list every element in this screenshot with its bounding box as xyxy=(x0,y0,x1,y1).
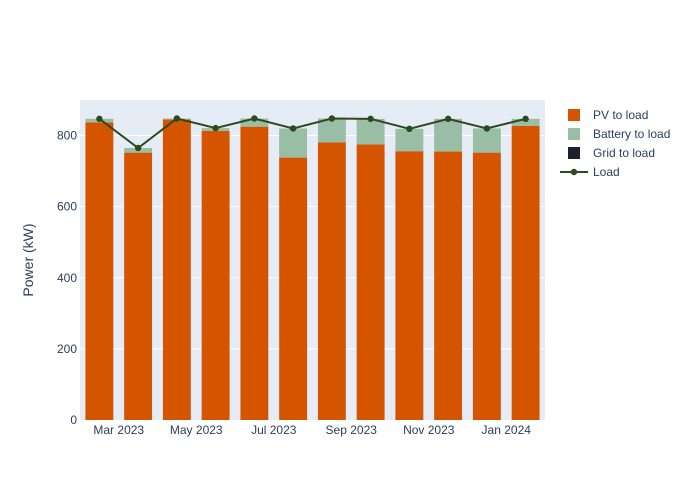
y-tick-label: 800 xyxy=(57,129,77,143)
legend-label: Load xyxy=(593,165,620,179)
plot-background xyxy=(80,100,545,420)
x-tick-label: Nov 2023 xyxy=(403,423,455,437)
bar-pv-to-load[interactable] xyxy=(511,125,540,420)
load-point[interactable] xyxy=(289,125,297,132)
bar-battery-to-load[interactable] xyxy=(472,128,501,153)
load-point[interactable] xyxy=(96,115,103,123)
grid-lines xyxy=(80,135,545,350)
legend-item-pv-to-load[interactable]: PV to load xyxy=(568,108,648,122)
bar-battery-to-load[interactable] xyxy=(395,128,424,152)
legend[interactable]: PV to load Battery to load Grid to load Loa… xyxy=(560,108,670,179)
y-axis-ticks: 0 200 400 600 800 xyxy=(57,129,77,427)
bar-pv-to-load[interactable] xyxy=(85,122,114,421)
bar-battery-to-load[interactable] xyxy=(511,118,540,126)
bar-pv-to-load[interactable] xyxy=(201,130,230,420)
bars xyxy=(85,118,540,421)
x-axis-ticks: Mar 2023 May 2023 Jul 2023 Sep 2023 Nov 2023… xyxy=(93,423,531,437)
bar-pv-to-load[interactable] xyxy=(395,151,424,420)
load-point[interactable] xyxy=(522,115,529,123)
bar-pv-to-load[interactable] xyxy=(279,157,308,420)
y-tick-label: 400 xyxy=(57,271,77,285)
y-tick-label: 600 xyxy=(57,200,77,214)
x-tick-label: Sep 2023 xyxy=(326,423,378,437)
bar-battery-to-load[interactable] xyxy=(356,118,385,145)
load-point[interactable] xyxy=(134,144,142,152)
load-line xyxy=(96,115,529,152)
x-tick-label: Mar 2023 xyxy=(93,423,144,437)
load-point[interactable] xyxy=(251,115,258,122)
legend-label: Grid to load xyxy=(593,146,655,160)
load-line-path xyxy=(98,117,526,150)
load-point[interactable] xyxy=(367,115,374,123)
bar-battery-to-load[interactable] xyxy=(279,128,308,158)
load-point[interactable] xyxy=(406,125,413,132)
load-point[interactable] xyxy=(212,124,219,132)
legend-label: PV to load xyxy=(593,108,648,122)
legend-swatch xyxy=(568,109,580,121)
legend-item-grid-to-load[interactable]: Grid to load xyxy=(568,146,655,160)
load-point[interactable] xyxy=(444,115,452,123)
y-tick-label: 0 xyxy=(70,413,77,427)
y-axis-label: Power (kW) xyxy=(20,223,36,296)
bar-pv-to-load[interactable] xyxy=(240,126,269,421)
x-tick-label: May 2023 xyxy=(170,423,223,437)
bar-battery-to-load[interactable] xyxy=(317,118,346,143)
bar-pv-to-load[interactable] xyxy=(434,151,463,421)
legend-marker xyxy=(570,168,578,176)
bar-pv-to-load[interactable] xyxy=(317,142,346,421)
bar-pv-to-load[interactable] xyxy=(472,152,501,420)
bar-battery-to-load[interactable] xyxy=(434,118,463,152)
legend-item-load[interactable]: Load xyxy=(560,165,620,179)
bar-pv-to-load[interactable] xyxy=(356,144,385,420)
load-point[interactable] xyxy=(483,125,491,132)
legend-item-battery-to-load[interactable]: Battery to load xyxy=(568,127,670,141)
legend-swatch xyxy=(568,147,580,159)
legend-label: Battery to load xyxy=(593,127,670,141)
x-tick-label: Jul 2023 xyxy=(251,423,297,437)
bar-battery-to-load[interactable] xyxy=(240,118,269,127)
legend-swatch xyxy=(568,128,580,140)
bar-pv-to-load[interactable] xyxy=(162,119,191,421)
x-tick-label: Jan 2024 xyxy=(482,423,532,437)
bar-pv-to-load[interactable] xyxy=(124,152,153,420)
y-tick-label: 200 xyxy=(57,342,77,356)
load-point[interactable] xyxy=(173,115,181,122)
load-point[interactable] xyxy=(328,115,336,122)
